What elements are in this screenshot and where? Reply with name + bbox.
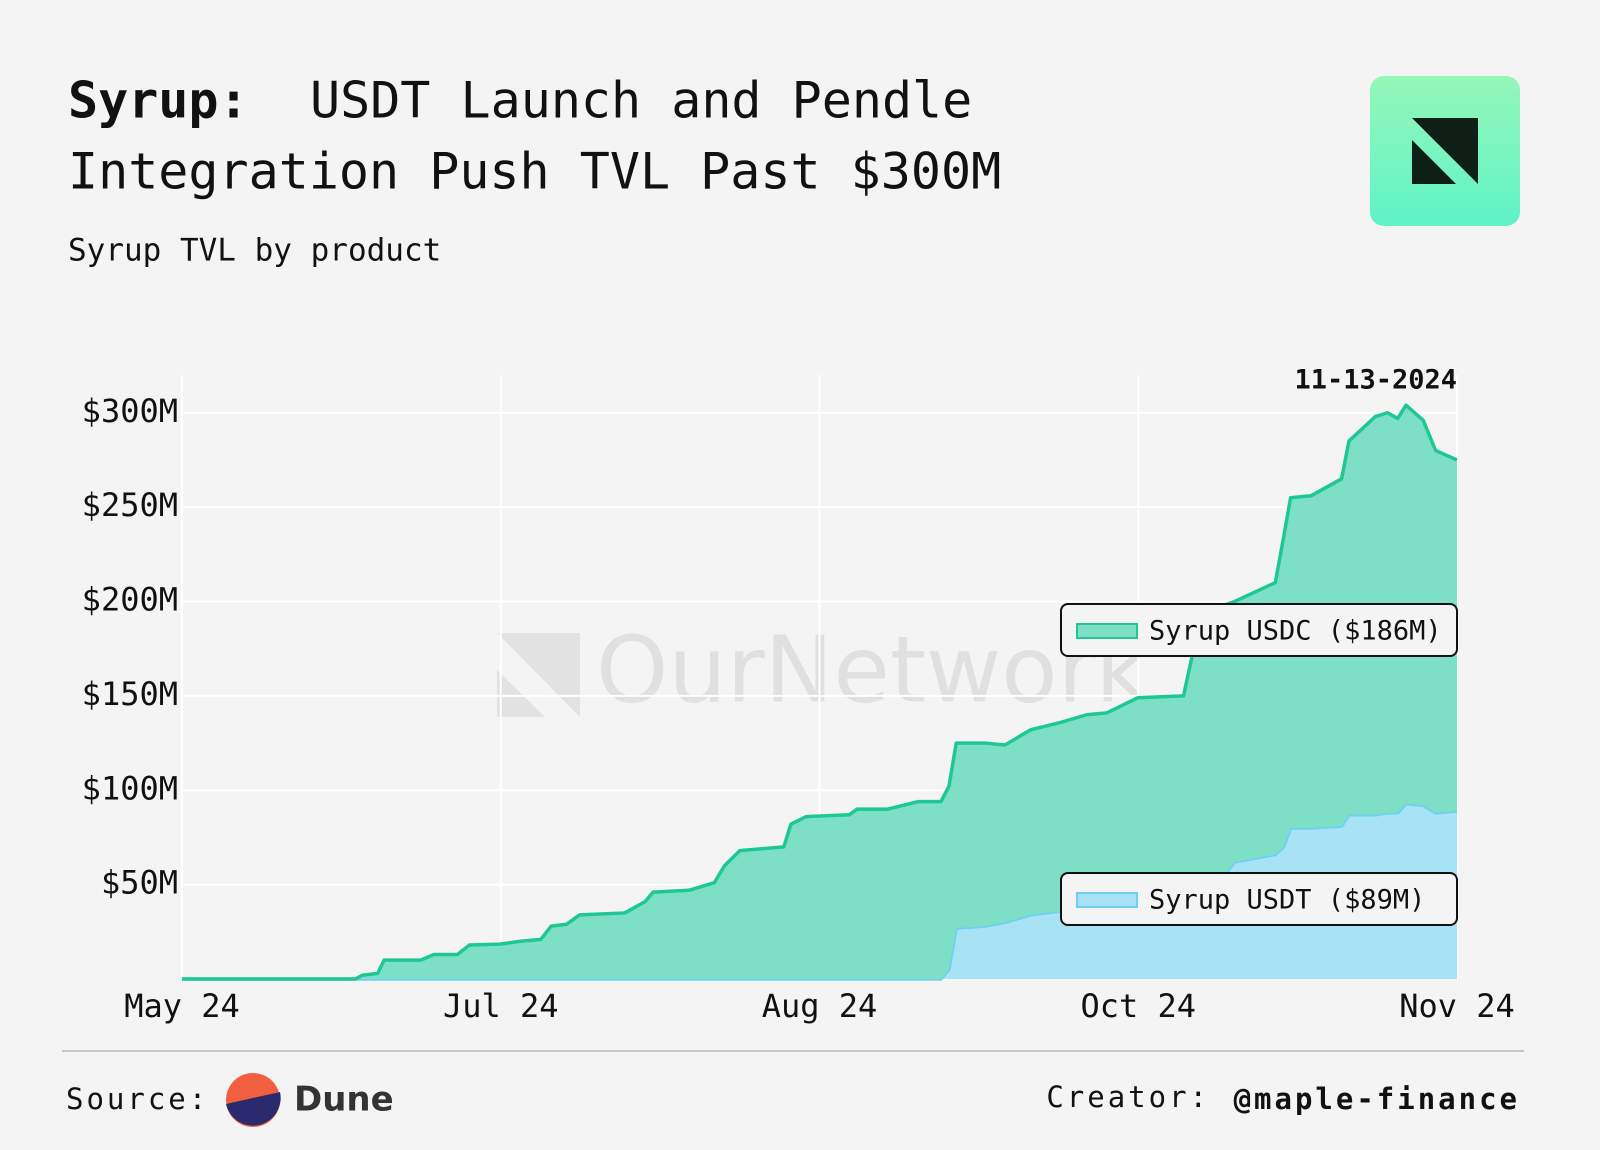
legend-label: Syrup USDC ($186M) <box>1149 616 1442 647</box>
creator-handle: @maple-finance <box>1234 1082 1520 1116</box>
creator-label: Creator: <box>1046 1080 1210 1114</box>
watermark-text: OurNetwork <box>596 616 1149 723</box>
legend-item: Syrup USDC ($186M) <box>1060 603 1458 657</box>
y-tick-label: $250M <box>82 486 178 524</box>
title-bold: Syrup: <box>68 72 249 130</box>
subtitle: Syrup TVL by product <box>68 233 441 269</box>
watermark: OurNetwork <box>497 616 1149 723</box>
source-label: Source: <box>66 1082 209 1116</box>
legend-swatch <box>1076 623 1138 639</box>
annotation: 11-13-2024 <box>1294 365 1457 396</box>
y-tick-label: $100M <box>82 769 178 807</box>
legend-box <box>1060 872 1458 926</box>
legend-item: Syrup USDT ($89M) <box>1060 872 1458 926</box>
logo <box>1370 76 1520 226</box>
title-line-1: USDT Launch and Pendle <box>310 72 972 130</box>
plot <box>181 375 1458 981</box>
x-tick-label: Aug 24 <box>762 987 878 1025</box>
legend-label: Syrup USDT ($89M) <box>1149 885 1425 916</box>
source-name: Dune <box>294 1080 394 1120</box>
x-tick-label: May 24 <box>124 987 240 1025</box>
x-tick-label: Jul 24 <box>443 987 559 1025</box>
y-tick-label: $300M <box>82 392 178 430</box>
area-fill <box>182 803 1457 979</box>
title-line-2: Integration Push TVL Past $300M <box>68 143 1001 201</box>
y-tick-label: $50M <box>101 864 178 902</box>
y-tick-label: $150M <box>82 675 178 713</box>
area-line <box>182 403 1458 981</box>
area-fill <box>182 405 1457 979</box>
y-tick-label: $200M <box>82 581 178 619</box>
legend-swatch <box>1076 892 1138 908</box>
x-tick-label: Nov 24 <box>1399 987 1515 1025</box>
legend-box <box>1060 603 1458 657</box>
x-tick-label: Oct 24 <box>1080 987 1196 1025</box>
dune-logo <box>226 1073 281 1127</box>
